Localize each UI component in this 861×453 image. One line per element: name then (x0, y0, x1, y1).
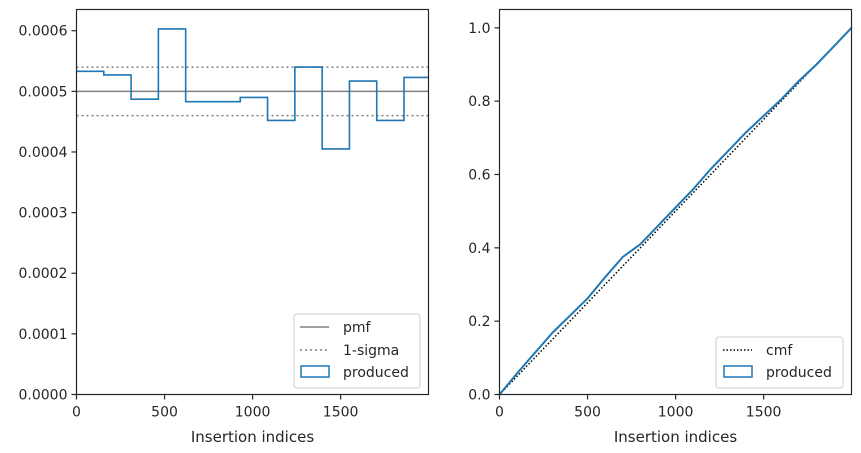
y-tick-label: 0.0005 (19, 84, 68, 100)
histogram-legend: pmf 1-sigma produced (293, 313, 421, 389)
x-tick-label: 1500 (323, 405, 359, 421)
produced-cdf-line (498, 27, 853, 396)
y-tick-label: 0.4 (468, 241, 490, 257)
cdf-panel: 0 500 1000 1500 0.0 0.2 0.4 0.6 0.8 1.0 Insertion… (468, 8, 853, 446)
produced-histogram-step (76, 28, 429, 150)
y-tick-label: 0.6 (468, 168, 490, 184)
x-tick-label: 1000 (235, 405, 271, 421)
cdf-ticks: 0 500 1000 1500 0.0 0.2 0.4 0.6 0.8 1.0 (468, 21, 781, 421)
legend-produced-patch-2 (723, 365, 753, 378)
y-tick-label: 0.0000 (19, 388, 68, 404)
y-tick-label: 0.2 (468, 314, 490, 330)
cdf-plot-area (498, 27, 853, 396)
histogram-panel: 0 500 1000 1500 0.0000 0.0001 0.0002 0.0003 0.00… (19, 8, 430, 446)
y-tick-label: 0.0006 (19, 24, 68, 40)
x-tick-label: 500 (574, 405, 601, 421)
legend-produced-label-2: produced (766, 365, 832, 381)
y-tick-label: 0.0003 (19, 206, 68, 222)
legend-sigma-label: 1-sigma (343, 343, 399, 359)
histogram-x-axis-label: Insertion indices (191, 428, 314, 446)
x-tick-label: 500 (151, 405, 178, 421)
y-tick-label: 1.0 (468, 21, 490, 37)
legend-produced-label: produced (343, 365, 409, 381)
x-tick-label: 0 (72, 405, 81, 421)
histogram-legend-box (293, 313, 421, 389)
cdf-legend: cmf produced (715, 336, 844, 389)
cdf-x-axis-label: Insertion indices (614, 428, 737, 446)
y-tick-label: 0.0002 (19, 266, 68, 282)
x-tick-label: 0 (495, 405, 504, 421)
histogram-plot-area (76, 28, 429, 150)
y-tick-label: 0.8 (468, 94, 490, 110)
histogram-ticks: 0 500 1000 1500 0.0000 0.0001 0.0002 0.0003 0.00… (19, 24, 359, 421)
legend-cmf-label: cmf (766, 343, 793, 359)
legend-produced-patch (300, 365, 330, 378)
cmf-line (498, 27, 853, 396)
y-tick-label: 0.0 (468, 388, 490, 404)
legend-pmf-label: pmf (343, 320, 372, 336)
y-tick-label: 0.0004 (19, 145, 68, 161)
y-tick-label: 0.0001 (19, 327, 68, 343)
x-tick-label: 1000 (658, 405, 694, 421)
x-tick-label: 1500 (746, 405, 782, 421)
